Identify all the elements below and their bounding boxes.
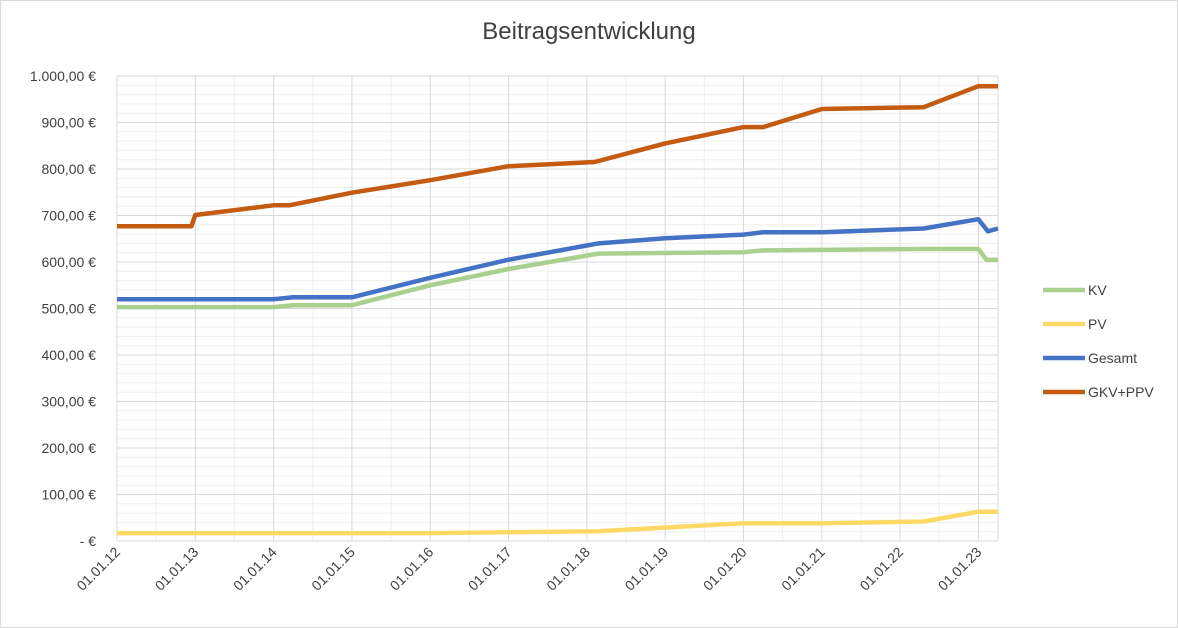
legend-label: Gesamt bbox=[1088, 350, 1137, 366]
x-tick-label: 01.01.20 bbox=[700, 544, 750, 594]
x-tick-label: 01.01.12 bbox=[73, 544, 123, 594]
y-axis-ticks: - € 100,00 € 200,00 € 300,00 € 400,00 € 500,0… bbox=[30, 68, 96, 549]
y-tick-label: 500,00 € bbox=[42, 301, 97, 317]
legend: KV PV Gesamt GKV+PPV bbox=[1043, 282, 1154, 400]
x-tick-label: 01.01.16 bbox=[387, 544, 437, 594]
y-tick-label: 300,00 € bbox=[42, 394, 97, 410]
y-tick-label: 900,00 € bbox=[42, 115, 97, 131]
x-tick-label: 01.01.13 bbox=[152, 544, 202, 594]
y-tick-label: 700,00 € bbox=[42, 208, 97, 224]
y-tick-label: - € bbox=[80, 533, 97, 549]
y-tick-label: 400,00 € bbox=[42, 347, 97, 363]
legend-label: PV bbox=[1088, 316, 1107, 332]
legend-label: GKV+PPV bbox=[1088, 384, 1154, 400]
series-line-kv bbox=[117, 246, 998, 310]
y-tick-label: 800,00 € bbox=[42, 161, 97, 177]
series-line-pv bbox=[117, 509, 998, 536]
x-tick-label: 01.01.17 bbox=[465, 544, 515, 594]
x-tick-label: 01.01.14 bbox=[230, 544, 280, 594]
series-line-gkv-ppv bbox=[117, 83, 998, 229]
series-lines bbox=[117, 83, 999, 536]
x-tick-label: 01.01.18 bbox=[543, 544, 593, 594]
x-tick-label: 01.01.21 bbox=[778, 544, 828, 594]
x-axis-ticks: 01.01.12 01.01.13 01.01.14 01.01.15 01.01.16… bbox=[73, 544, 984, 594]
x-tick-label: 01.01.23 bbox=[935, 544, 985, 594]
y-tick-label: 100,00 € bbox=[42, 487, 97, 503]
series-line-gesamt bbox=[117, 216, 999, 302]
x-tick-label: 01.01.19 bbox=[621, 544, 671, 594]
legend-label: KV bbox=[1088, 282, 1107, 298]
x-tick-label: 01.01.15 bbox=[308, 544, 358, 594]
y-tick-label: 200,00 € bbox=[42, 440, 97, 456]
y-tick-label: 1.000,00 € bbox=[30, 68, 96, 84]
y-tick-label: 600,00 € bbox=[42, 254, 97, 270]
x-tick-label: 01.01.22 bbox=[856, 544, 906, 594]
chart-title: Beitragsentwicklung bbox=[482, 18, 696, 45]
